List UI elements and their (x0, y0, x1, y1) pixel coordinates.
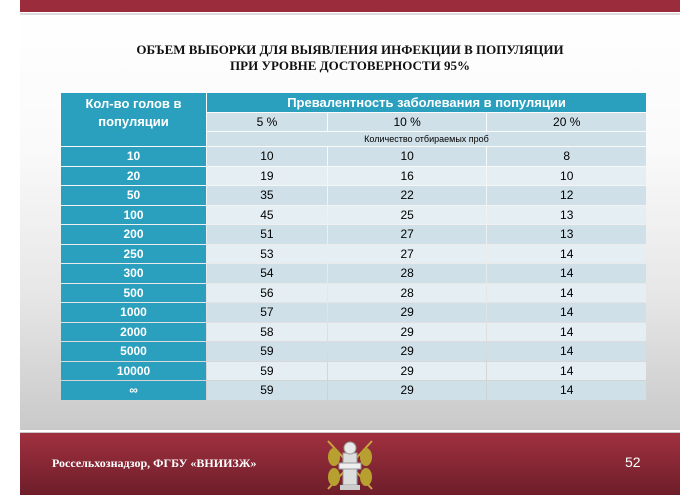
sample-count-cell: 14 (487, 381, 646, 400)
sample-count-cell: 57 (207, 303, 327, 322)
sample-count-cell: 59 (207, 361, 327, 380)
table-row: 50 35 22 12 (61, 186, 646, 205)
table-row: 200 51 27 13 (61, 225, 646, 244)
sample-count-cell: 58 (207, 322, 327, 341)
population-size-cell: 300 (61, 264, 206, 283)
sample-count-cell: 59 (207, 381, 327, 400)
sample-count-cell: 51 (207, 225, 327, 244)
sample-count-cell: 29 (327, 361, 487, 380)
table-row: 300 54 28 14 (61, 264, 646, 283)
sample-count-cell: 13 (487, 225, 646, 244)
sample-count-cell: 53 (207, 244, 327, 263)
column-header: 20 % (487, 112, 646, 131)
emblem-logo (327, 440, 373, 490)
table-row: ∞ 59 29 14 (61, 381, 646, 400)
sample-count-cell: 19 (207, 166, 327, 185)
population-size-cell: 1000 (61, 303, 206, 322)
footer-organization: Россельхознадзор, ФГБУ «ВНИИЗЖ» (52, 456, 257, 470)
sample-count-cell: 14 (487, 361, 646, 380)
population-size-cell: 500 (61, 283, 206, 302)
group-header: Превалентность заболевания в популяции (207, 93, 646, 112)
slide: ОБЪЕМ ВЫБОРКИ ДЛЯ ВЫЯВЛЕНИЯ ИНФЕКЦИИ В П… (20, 0, 680, 495)
population-size-cell: 10000 (61, 361, 206, 380)
population-size-cell: 50 (61, 186, 206, 205)
population-size-cell: 10 (61, 147, 206, 166)
divider (20, 13, 680, 15)
population-size-cell: 5000 (61, 342, 206, 361)
sample-count-cell: 28 (327, 283, 487, 302)
table-row: 250 53 27 14 (61, 244, 646, 263)
page-number: 52 (625, 454, 641, 470)
sample-count-cell: 12 (487, 186, 646, 205)
sample-count-cell: 28 (327, 264, 487, 283)
table-row: 10000 59 29 14 (61, 361, 646, 380)
population-size-cell: ∞ (61, 381, 206, 400)
column-header: 10 % (327, 112, 487, 131)
sample-count-cell: 14 (487, 342, 646, 361)
sample-count-cell: 10 (327, 147, 487, 166)
sample-count-cell: 22 (327, 186, 487, 205)
column-header: 5 % (207, 112, 327, 131)
population-size-cell: 250 (61, 244, 206, 263)
sample-count-cell: 16 (327, 166, 487, 185)
sample-count-cell: 14 (487, 322, 646, 341)
sample-count-cell: 10 (207, 147, 327, 166)
sample-count-cell: 29 (327, 342, 487, 361)
sample-count-cell: 8 (487, 147, 646, 166)
sample-count-cell: 25 (327, 205, 487, 224)
sample-count-cell: 54 (207, 264, 327, 283)
sample-count-cell: 10 (487, 166, 646, 185)
title-line-2: ПРИ УРОВНЕ ДОСТОВЕРНОСТИ 95% (230, 58, 470, 73)
table-row: 2000 58 29 14 (61, 322, 646, 341)
sample-count-cell: 27 (327, 225, 487, 244)
sample-count-cell: 29 (327, 303, 487, 322)
table-row: 5000 59 29 14 (61, 342, 646, 361)
title-line-1: ОБЪЕМ ВЫБОРКИ ДЛЯ ВЫЯВЛЕНИЯ ИНФЕКЦИИ В П… (136, 42, 564, 57)
table-row: 1000 57 29 14 (61, 303, 646, 322)
sample-count-cell: 14 (487, 283, 646, 302)
population-size-cell: 100 (61, 205, 206, 224)
sample-count-cell: 29 (327, 381, 487, 400)
table-row: 20 19 16 10 (61, 166, 646, 185)
population-size-cell: 200 (61, 225, 206, 244)
sample-size-table: Кол-во голов в популяции Превалентность … (60, 92, 647, 401)
top-bar (20, 0, 680, 12)
population-size-cell: 20 (61, 166, 206, 185)
sample-count-cell: 14 (487, 244, 646, 263)
sample-count-cell: 59 (207, 342, 327, 361)
sample-count-cell: 14 (487, 264, 646, 283)
row-header: Кол-во голов в популяции (61, 93, 206, 146)
sample-count-cell: 29 (327, 322, 487, 341)
sample-count-cell: 45 (207, 205, 327, 224)
sample-count-cell: 27 (327, 244, 487, 263)
footer-divider (20, 430, 680, 432)
table-row: 100 45 25 13 (61, 205, 646, 224)
slide-title: ОБЪЕМ ВЫБОРКИ ДЛЯ ВЫЯВЛЕНИЯ ИНФЕКЦИИ В П… (20, 42, 680, 74)
table-row: 10 10 10 8 (61, 147, 646, 166)
sample-count-cell: 14 (487, 303, 646, 322)
population-size-cell: 2000 (61, 322, 206, 341)
table-row: 500 56 28 14 (61, 283, 646, 302)
sample-count-cell: 56 (207, 283, 327, 302)
samples-note: Количество отбираемых проб (207, 132, 646, 146)
sample-count-cell: 13 (487, 205, 646, 224)
sample-count-cell: 35 (207, 186, 327, 205)
